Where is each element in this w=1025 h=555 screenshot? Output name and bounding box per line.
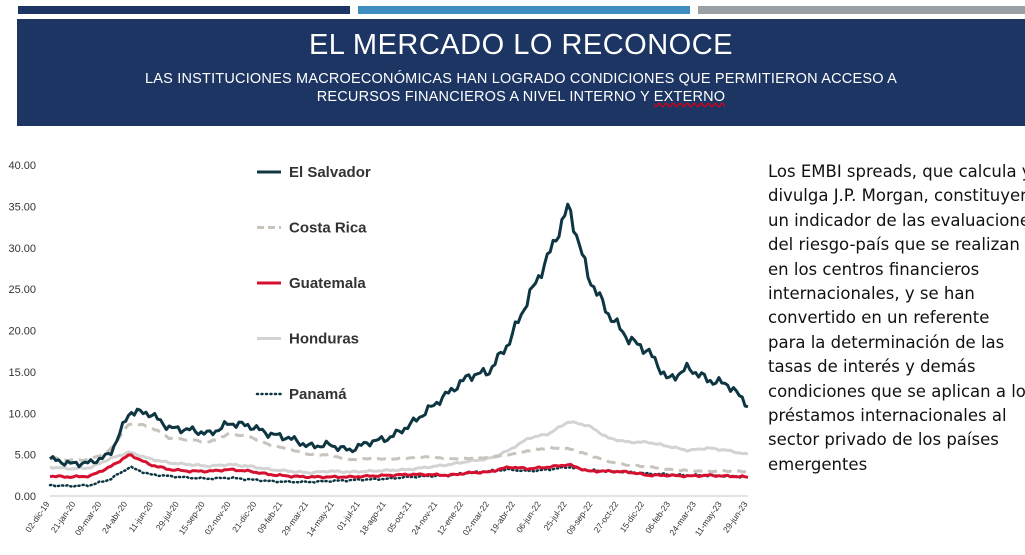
- legend-label: El Salvador: [289, 164, 371, 181]
- x-tick-label: 02-mar-22: [460, 499, 491, 537]
- x-tick-label: 27-oct-22: [592, 499, 621, 534]
- description-line: tasas de interés y demás: [768, 357, 976, 377]
- x-tick-label: 24-abr-20: [100, 499, 129, 535]
- x-tick-label: 01-jul-21: [335, 499, 362, 532]
- legend-label: Costa Rica: [289, 220, 367, 237]
- x-tick-label: 29-jun-23: [721, 499, 750, 534]
- x-tick-label: 29-jul-20: [154, 499, 181, 532]
- x-tick-label: 09-sep-22: [564, 499, 594, 536]
- x-tick-label: 18-ago-21: [357, 499, 388, 537]
- description-line: sector privado de los países: [768, 430, 999, 450]
- y-tick-label: 0.00: [15, 491, 36, 503]
- y-tick-label: 40.00: [8, 160, 36, 172]
- accent-bar-navy: [18, 6, 350, 14]
- description-line: un indicador de las evaluaciones: [768, 210, 1025, 230]
- description-line: convertido en un referente: [768, 308, 990, 328]
- legend-label: Guatemala: [289, 275, 366, 292]
- description-text: Los EMBI spreads, que calcula y divulga …: [768, 160, 1025, 477]
- description-line: internacionales, y se han: [768, 283, 975, 303]
- accent-bar-gray: [698, 6, 1025, 14]
- y-tick-label: 35.00: [8, 201, 36, 213]
- x-tick-label: 11-jun-20: [127, 499, 156, 534]
- y-tick-label: 10.00: [8, 408, 36, 420]
- x-tick-label: 19-abr-22: [488, 499, 517, 535]
- description-line: del riesgo-país que se realizan: [768, 235, 1020, 255]
- embi-line-chart: 0.00 5.00 10.00 15.00 20.00 25.00 30.00 35.00 40…: [8, 160, 750, 538]
- y-tick-label: 20.00: [8, 326, 36, 338]
- description-line: emergentes: [768, 454, 868, 474]
- series-line-el-salvador: [49, 202, 749, 469]
- subtitle-line-1: LAS INSTITUCIONES MACROECONÓMICAS HAN LO…: [145, 71, 897, 87]
- x-tick-label: 02-nov-20: [202, 499, 232, 536]
- legend-label: Panamá: [289, 386, 347, 403]
- y-tick-label: 15.00: [8, 367, 36, 379]
- y-tick-label: 25.00: [8, 284, 36, 296]
- description-line: divulga J.P. Morgan, constituyen: [768, 186, 1025, 206]
- description-line: en los centros financieros: [768, 259, 980, 279]
- subtitle-line-2b: EXTERNO: [653, 89, 726, 105]
- series-line-honduras: [49, 420, 749, 475]
- description-line: condiciones que se aplican a los: [768, 381, 1025, 401]
- series-line-costa-rica: [49, 422, 749, 474]
- x-tick-label: 06-jun-22: [514, 499, 543, 534]
- description-line: Los EMBI spreads, que calcula y: [768, 162, 1025, 181]
- page-title: EL MERCADO LO RECONOCE: [308, 29, 734, 61]
- legend-label: Honduras: [289, 331, 359, 348]
- subtitle-line-2: RECURSOS FINANCIEROS A NIVEL INTERNO Y E…: [121, 88, 921, 106]
- description-line: préstamos internacionales al: [768, 405, 1007, 425]
- subtitle-line-2a: RECURSOS FINANCIEROS A NIVEL INTERNO Y: [316, 89, 654, 105]
- y-tick-label: 30.00: [8, 243, 36, 255]
- description-line: para la determinación de las: [768, 332, 1005, 352]
- y-tick-label: 5.00: [15, 450, 36, 462]
- page-subtitle: LAS INSTITUCIONES MACROECONÓMICAS HAN LO…: [121, 70, 921, 106]
- x-tick-label: 09-mar-20: [73, 499, 104, 537]
- title-banner: EL MERCADO LO RECONOCE LAS INSTITUCIONES…: [17, 19, 1025, 126]
- series-line-guatemala: [49, 453, 749, 480]
- accent-bar-blue: [358, 6, 690, 14]
- x-tick-label: 25-jul-22: [542, 499, 569, 532]
